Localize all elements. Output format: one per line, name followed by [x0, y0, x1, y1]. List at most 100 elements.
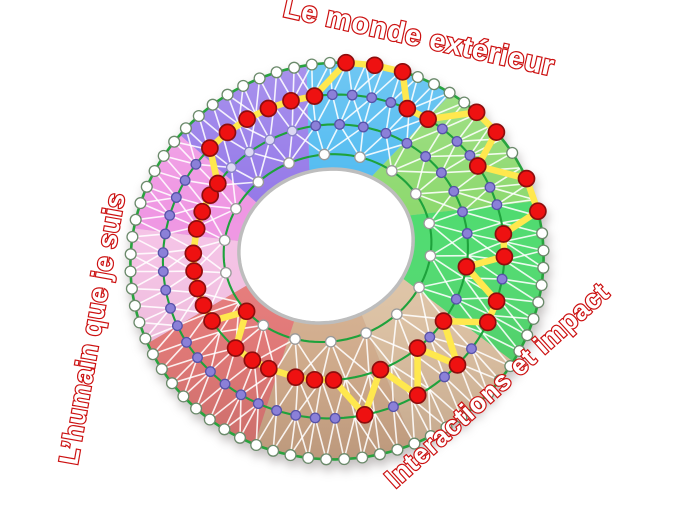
selected-dot[interactable] [305, 87, 324, 105]
level-dot[interactable] [225, 162, 237, 173]
level-dot[interactable] [496, 273, 508, 285]
level-dot[interactable] [469, 399, 482, 413]
level-dot[interactable] [324, 335, 337, 348]
level-dot[interactable] [356, 451, 369, 464]
selected-dot[interactable] [208, 174, 227, 193]
selected-dot[interactable] [194, 296, 213, 315]
level-dot[interactable] [289, 333, 301, 345]
level-dot[interactable] [206, 98, 219, 111]
level-dot[interactable] [270, 66, 283, 79]
level-dot[interactable] [450, 293, 462, 305]
level-dot[interactable] [146, 348, 159, 361]
selected-dot[interactable] [238, 110, 256, 128]
selected-dot[interactable] [243, 351, 262, 370]
level-dot[interactable] [125, 282, 138, 295]
level-dot[interactable] [457, 206, 468, 218]
level-dot[interactable] [411, 70, 424, 84]
level-dot[interactable] [253, 72, 266, 85]
level-dot[interactable] [126, 230, 139, 243]
selected-dot[interactable] [324, 371, 343, 389]
level-dot[interactable] [286, 125, 298, 137]
selected-dot[interactable] [226, 339, 245, 357]
level-dot[interactable] [320, 453, 333, 466]
level-dot[interactable] [309, 412, 321, 424]
selected-dot[interactable] [419, 110, 437, 129]
level-dot[interactable] [482, 387, 495, 400]
level-dot[interactable] [192, 352, 203, 364]
level-dot[interactable] [165, 377, 179, 390]
level-dot[interactable] [373, 448, 386, 461]
level-dot[interactable] [385, 97, 397, 108]
level-dot[interactable] [504, 360, 517, 373]
level-dot[interactable] [179, 122, 192, 135]
selected-dot[interactable] [529, 202, 547, 221]
level-dot[interactable] [243, 146, 255, 158]
selected-dot[interactable] [478, 313, 497, 332]
level-dot[interactable] [435, 167, 447, 179]
level-dot[interactable] [230, 202, 242, 215]
level-dot[interactable] [128, 299, 141, 312]
level-dot[interactable] [181, 336, 192, 348]
level-dot[interactable] [448, 185, 460, 197]
level-dot[interactable] [346, 89, 358, 101]
level-dot[interactable] [451, 135, 463, 147]
level-dot[interactable] [491, 199, 503, 211]
level-dot[interactable] [171, 320, 183, 332]
selected-dot[interactable] [398, 99, 417, 118]
level-dot[interactable] [387, 401, 399, 413]
level-dot[interactable] [190, 402, 203, 415]
level-dot[interactable] [385, 165, 398, 177]
selected-dot[interactable] [495, 247, 514, 266]
level-dot[interactable] [190, 158, 202, 170]
level-dot[interactable] [323, 56, 336, 69]
level-dot[interactable] [133, 316, 146, 329]
level-dot[interactable] [219, 378, 231, 390]
level-dot[interactable] [155, 363, 168, 376]
level-dot[interactable] [157, 266, 169, 277]
selected-dot[interactable] [237, 302, 256, 321]
level-dot[interactable] [423, 217, 436, 230]
selected-dot[interactable] [355, 406, 374, 424]
level-dot[interactable] [221, 88, 234, 101]
selected-dot[interactable] [365, 56, 384, 75]
selected-dot[interactable] [259, 359, 278, 378]
level-dot[interactable] [148, 164, 161, 178]
level-dot[interactable] [134, 197, 147, 210]
level-dot[interactable] [264, 134, 276, 146]
level-dot[interactable] [409, 188, 422, 200]
level-dot[interactable] [257, 319, 270, 332]
level-dot[interactable] [124, 248, 137, 261]
selected-dot[interactable] [187, 220, 206, 238]
level-dot[interactable] [424, 331, 436, 343]
level-dot[interactable] [305, 58, 318, 71]
level-dot[interactable] [401, 137, 413, 149]
selected-dot[interactable] [494, 225, 513, 243]
level-dot[interactable] [267, 444, 280, 457]
level-dot[interactable] [461, 228, 473, 239]
level-dot[interactable] [408, 437, 421, 450]
level-dot[interactable] [302, 451, 315, 464]
level-dot[interactable] [506, 146, 519, 159]
level-dot[interactable] [390, 308, 403, 321]
level-dot[interactable] [537, 261, 550, 274]
level-dot[interactable] [391, 443, 404, 456]
level-dot[interactable] [455, 411, 468, 424]
level-dot[interactable] [420, 151, 432, 162]
level-dot[interactable] [413, 281, 425, 294]
level-dot[interactable] [218, 423, 231, 436]
level-dot[interactable] [354, 151, 366, 164]
level-dot[interactable] [424, 250, 437, 262]
level-dot[interactable] [290, 409, 302, 421]
level-dot[interactable] [250, 438, 263, 452]
level-dot[interactable] [464, 149, 476, 161]
selected-dot[interactable] [184, 244, 203, 263]
level-dot[interactable] [170, 192, 182, 203]
level-dot[interactable] [360, 327, 372, 339]
level-dot[interactable] [334, 118, 346, 130]
level-dot[interactable] [203, 413, 216, 426]
selected-dot[interactable] [305, 370, 324, 389]
level-dot[interactable] [192, 109, 205, 123]
level-dot[interactable] [357, 121, 369, 133]
level-dot[interactable] [168, 135, 181, 148]
level-dot[interactable] [235, 389, 247, 401]
